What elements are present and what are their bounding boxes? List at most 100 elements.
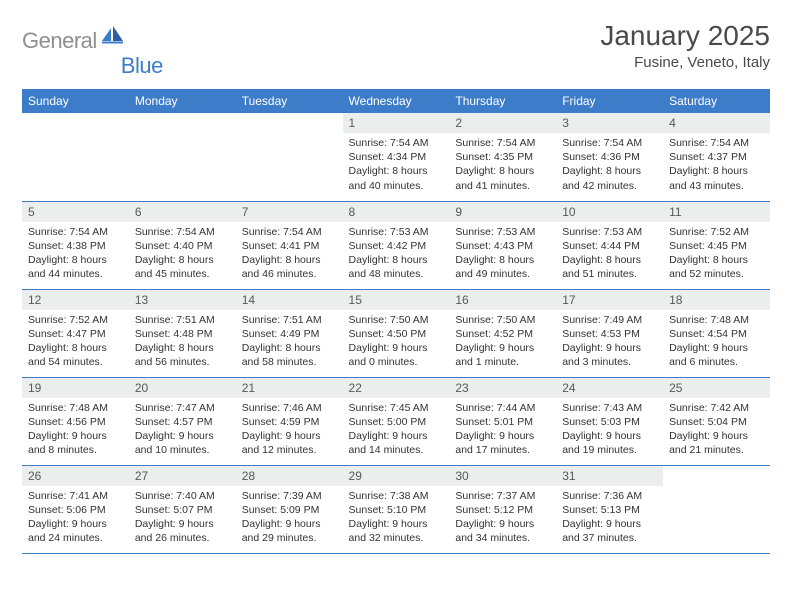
detail-line: Sunrise: 7:54 AM	[349, 136, 444, 150]
detail-line: Sunrise: 7:41 AM	[28, 489, 123, 503]
calendar-row: 5Sunrise: 7:54 AMSunset: 4:38 PMDaylight…	[22, 201, 770, 289]
detail-line: Daylight: 9 hours	[28, 517, 123, 531]
calendar-cell	[236, 113, 343, 201]
detail-line: and 29 minutes.	[242, 531, 337, 545]
calendar-cell	[22, 113, 129, 201]
detail-line: Daylight: 8 hours	[242, 253, 337, 267]
day-details: Sunrise: 7:50 AMSunset: 4:50 PMDaylight:…	[343, 310, 450, 374]
detail-line: Sunrise: 7:52 AM	[669, 225, 764, 239]
detail-line: Daylight: 9 hours	[28, 429, 123, 443]
day-number: 6	[129, 202, 236, 222]
day-number: 10	[556, 202, 663, 222]
logo-sail-icon	[102, 26, 124, 49]
calendar-cell: 8Sunrise: 7:53 AMSunset: 4:42 PMDaylight…	[343, 201, 450, 289]
calendar-cell: 17Sunrise: 7:49 AMSunset: 4:53 PMDayligh…	[556, 289, 663, 377]
calendar-cell	[663, 465, 770, 553]
detail-line: and 56 minutes.	[135, 355, 230, 369]
calendar-cell: 31Sunrise: 7:36 AMSunset: 5:13 PMDayligh…	[556, 465, 663, 553]
detail-line: and 17 minutes.	[455, 443, 550, 457]
calendar-cell: 4Sunrise: 7:54 AMSunset: 4:37 PMDaylight…	[663, 113, 770, 201]
detail-line: Sunset: 4:47 PM	[28, 327, 123, 341]
detail-line: Sunset: 4:34 PM	[349, 150, 444, 164]
detail-line: Daylight: 8 hours	[349, 164, 444, 178]
detail-line: and 48 minutes.	[349, 267, 444, 281]
day-details: Sunrise: 7:43 AMSunset: 5:03 PMDaylight:…	[556, 398, 663, 462]
day-details: Sunrise: 7:52 AMSunset: 4:47 PMDaylight:…	[22, 310, 129, 374]
detail-line: and 14 minutes.	[349, 443, 444, 457]
detail-line: and 46 minutes.	[242, 267, 337, 281]
detail-line: Daylight: 9 hours	[562, 517, 657, 531]
calendar-cell: 2Sunrise: 7:54 AMSunset: 4:35 PMDaylight…	[449, 113, 556, 201]
calendar-cell: 26Sunrise: 7:41 AMSunset: 5:06 PMDayligh…	[22, 465, 129, 553]
detail-line: Sunrise: 7:50 AM	[349, 313, 444, 327]
detail-line: Sunrise: 7:39 AM	[242, 489, 337, 503]
detail-line: Daylight: 9 hours	[242, 517, 337, 531]
calendar-cell: 30Sunrise: 7:37 AMSunset: 5:12 PMDayligh…	[449, 465, 556, 553]
day-details: Sunrise: 7:39 AMSunset: 5:09 PMDaylight:…	[236, 486, 343, 550]
detail-line: Sunrise: 7:54 AM	[242, 225, 337, 239]
calendar-cell	[129, 113, 236, 201]
day-details: Sunrise: 7:38 AMSunset: 5:10 PMDaylight:…	[343, 486, 450, 550]
detail-line: Daylight: 9 hours	[455, 517, 550, 531]
day-number: 14	[236, 290, 343, 310]
calendar-cell: 3Sunrise: 7:54 AMSunset: 4:36 PMDaylight…	[556, 113, 663, 201]
detail-line: Daylight: 8 hours	[242, 341, 337, 355]
detail-line: Sunset: 4:40 PM	[135, 239, 230, 253]
detail-line: and 21 minutes.	[669, 443, 764, 457]
detail-line: Sunrise: 7:42 AM	[669, 401, 764, 415]
detail-line: Daylight: 8 hours	[455, 253, 550, 267]
calendar-cell: 5Sunrise: 7:54 AMSunset: 4:38 PMDaylight…	[22, 201, 129, 289]
calendar-cell: 12Sunrise: 7:52 AMSunset: 4:47 PMDayligh…	[22, 289, 129, 377]
day-details: Sunrise: 7:54 AMSunset: 4:41 PMDaylight:…	[236, 222, 343, 286]
day-number: 16	[449, 290, 556, 310]
day-number: 28	[236, 466, 343, 486]
detail-line: Daylight: 9 hours	[455, 341, 550, 355]
detail-line: Sunrise: 7:52 AM	[28, 313, 123, 327]
detail-line: and 40 minutes.	[349, 179, 444, 193]
detail-line: and 58 minutes.	[242, 355, 337, 369]
calendar-cell: 28Sunrise: 7:39 AMSunset: 5:09 PMDayligh…	[236, 465, 343, 553]
detail-line: Sunset: 4:52 PM	[455, 327, 550, 341]
day-number: 21	[236, 378, 343, 398]
location: Fusine, Veneto, Italy	[600, 54, 770, 71]
day-details: Sunrise: 7:52 AMSunset: 4:45 PMDaylight:…	[663, 222, 770, 286]
detail-line: Sunset: 4:53 PM	[562, 327, 657, 341]
detail-line: Sunset: 5:04 PM	[669, 415, 764, 429]
detail-line: and 6 minutes.	[669, 355, 764, 369]
detail-line: Sunrise: 7:54 AM	[669, 136, 764, 150]
detail-line: Sunset: 5:07 PM	[135, 503, 230, 517]
detail-line: Sunset: 4:37 PM	[669, 150, 764, 164]
detail-line: Sunset: 4:41 PM	[242, 239, 337, 253]
day-number: 9	[449, 202, 556, 222]
detail-line: Sunset: 5:00 PM	[349, 415, 444, 429]
calendar-cell: 6Sunrise: 7:54 AMSunset: 4:40 PMDaylight…	[129, 201, 236, 289]
day-number: 7	[236, 202, 343, 222]
day-number: 17	[556, 290, 663, 310]
detail-line: Sunrise: 7:51 AM	[242, 313, 337, 327]
detail-line: Daylight: 9 hours	[349, 429, 444, 443]
detail-line: and 37 minutes.	[562, 531, 657, 545]
detail-line: Sunrise: 7:50 AM	[455, 313, 550, 327]
detail-line: Sunrise: 7:40 AM	[135, 489, 230, 503]
detail-line: Sunrise: 7:54 AM	[28, 225, 123, 239]
detail-line: Sunset: 4:48 PM	[135, 327, 230, 341]
day-number: 31	[556, 466, 663, 486]
calendar-cell: 24Sunrise: 7:43 AMSunset: 5:03 PMDayligh…	[556, 377, 663, 465]
detail-line: Daylight: 8 hours	[349, 253, 444, 267]
detail-line: Sunset: 4:50 PM	[349, 327, 444, 341]
day-number: 19	[22, 378, 129, 398]
detail-line: Sunrise: 7:53 AM	[562, 225, 657, 239]
detail-line: Sunrise: 7:53 AM	[349, 225, 444, 239]
detail-line: and 32 minutes.	[349, 531, 444, 545]
detail-line: Sunset: 5:10 PM	[349, 503, 444, 517]
detail-line: Sunrise: 7:54 AM	[562, 136, 657, 150]
detail-line: Daylight: 8 hours	[562, 164, 657, 178]
day-details: Sunrise: 7:50 AMSunset: 4:52 PMDaylight:…	[449, 310, 556, 374]
detail-line: Sunset: 4:57 PM	[135, 415, 230, 429]
calendar-cell: 22Sunrise: 7:45 AMSunset: 5:00 PMDayligh…	[343, 377, 450, 465]
day-number: 23	[449, 378, 556, 398]
detail-line: Sunset: 5:12 PM	[455, 503, 550, 517]
day-details: Sunrise: 7:53 AMSunset: 4:42 PMDaylight:…	[343, 222, 450, 286]
calendar-cell: 18Sunrise: 7:48 AMSunset: 4:54 PMDayligh…	[663, 289, 770, 377]
detail-line: and 19 minutes.	[562, 443, 657, 457]
